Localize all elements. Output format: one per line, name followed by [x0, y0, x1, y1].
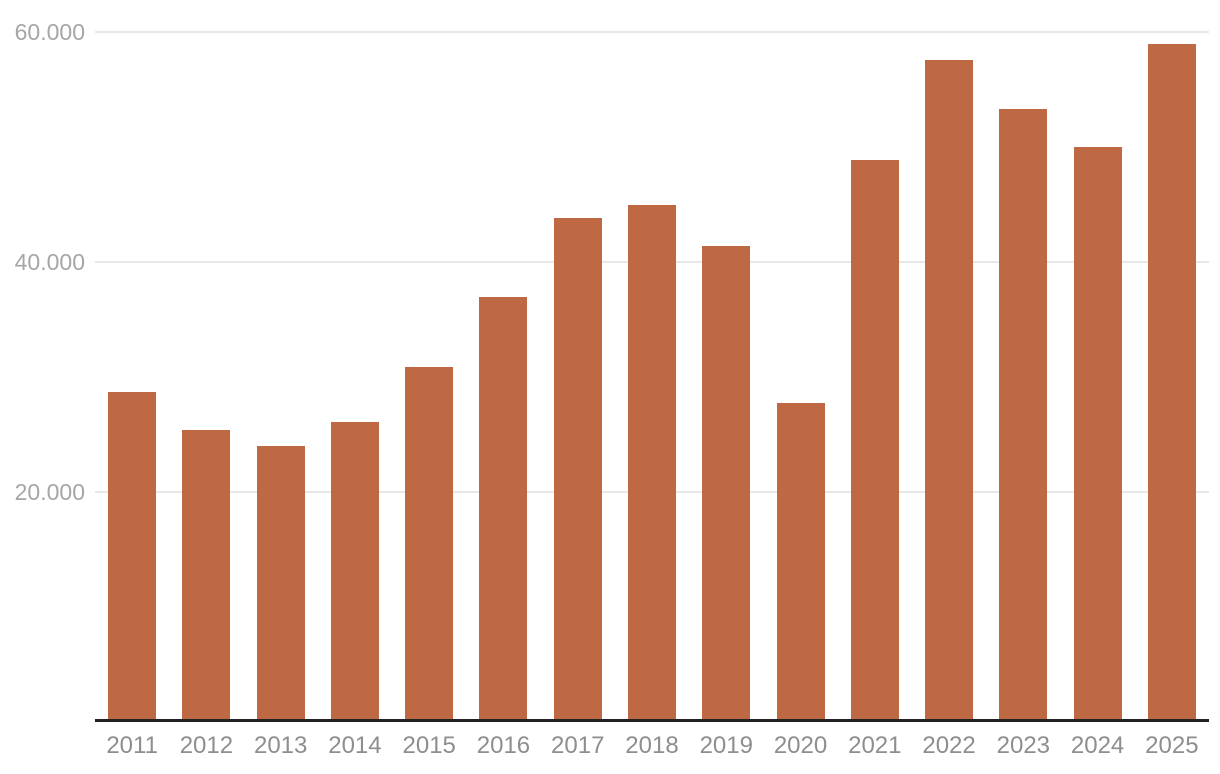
bar-band-2021 — [838, 32, 912, 722]
bar-2021 — [850, 159, 899, 722]
x-axis-tick-label: 2015 — [402, 732, 456, 759]
x-axis-tick-label: 2013 — [253, 732, 308, 759]
bar-band-2018 — [615, 32, 689, 722]
bar-2011 — [108, 391, 157, 722]
bar-band-2012 — [169, 32, 243, 722]
bar-2016 — [479, 296, 528, 722]
x-axis-tick-label: 2017 — [551, 732, 605, 759]
bar-band-2013 — [244, 32, 318, 722]
x-axis: 2011 2012 2013 2014 2015 2016 2017 2018 2019 2020… — [95, 731, 1209, 761]
x-axis-tick-label: 2018 — [625, 732, 679, 759]
bar-band-2014 — [318, 32, 392, 722]
x-axis-tick-label: 2020 — [773, 732, 828, 759]
bar-2020 — [776, 403, 825, 722]
x-axis-tick-label: 2025 — [1145, 732, 1199, 759]
bar-2015 — [405, 366, 454, 722]
bar-2017 — [553, 218, 602, 722]
bar-band-2020 — [763, 32, 837, 722]
bar-2023 — [999, 109, 1048, 722]
x-axis-tick-label: 2022 — [922, 732, 976, 759]
x-axis-line — [95, 719, 1209, 722]
x-axis-tick-label: 2011 — [106, 732, 158, 759]
y-axis-tick-label: 20.000 — [14, 479, 85, 505]
bar-2018 — [627, 204, 676, 722]
bar-2019 — [702, 245, 751, 722]
bar-band-2011 — [95, 32, 169, 722]
bar-band-2024 — [1060, 32, 1134, 722]
bar-band-2022 — [912, 32, 986, 722]
y-axis: 60.000 40.000 20.000 — [0, 0, 85, 774]
bar-band-2019 — [689, 32, 763, 722]
x-axis-tick-label: 2021 — [848, 732, 902, 759]
gridline — [95, 31, 1209, 33]
bar-2025 — [1147, 43, 1196, 722]
x-axis-tick-label: 2016 — [476, 732, 531, 759]
bar-band-2025 — [1135, 32, 1209, 722]
bar-band-2017 — [541, 32, 615, 722]
x-axis-tick-label: 2014 — [328, 732, 382, 759]
bar-2024 — [1073, 147, 1122, 722]
x-axis-tick-label: 2019 — [699, 732, 753, 759]
plot-area — [95, 31, 1209, 722]
bar-2012 — [182, 429, 231, 722]
bar-band-2023 — [986, 32, 1060, 722]
bar-band-2016 — [466, 32, 540, 722]
bars-layer — [95, 32, 1209, 722]
y-axis-tick-label: 60.000 — [14, 19, 85, 45]
x-axis-tick-label: 2012 — [179, 732, 234, 759]
y-axis-tick-label: 40.000 — [14, 249, 85, 275]
bar-2014 — [330, 421, 379, 722]
x-axis-tick-label: 2024 — [1070, 732, 1125, 759]
bar-2013 — [256, 446, 305, 722]
x-axis-tick-label: 2023 — [996, 732, 1051, 759]
bar-band-2015 — [392, 32, 466, 722]
bar-2022 — [925, 59, 974, 722]
